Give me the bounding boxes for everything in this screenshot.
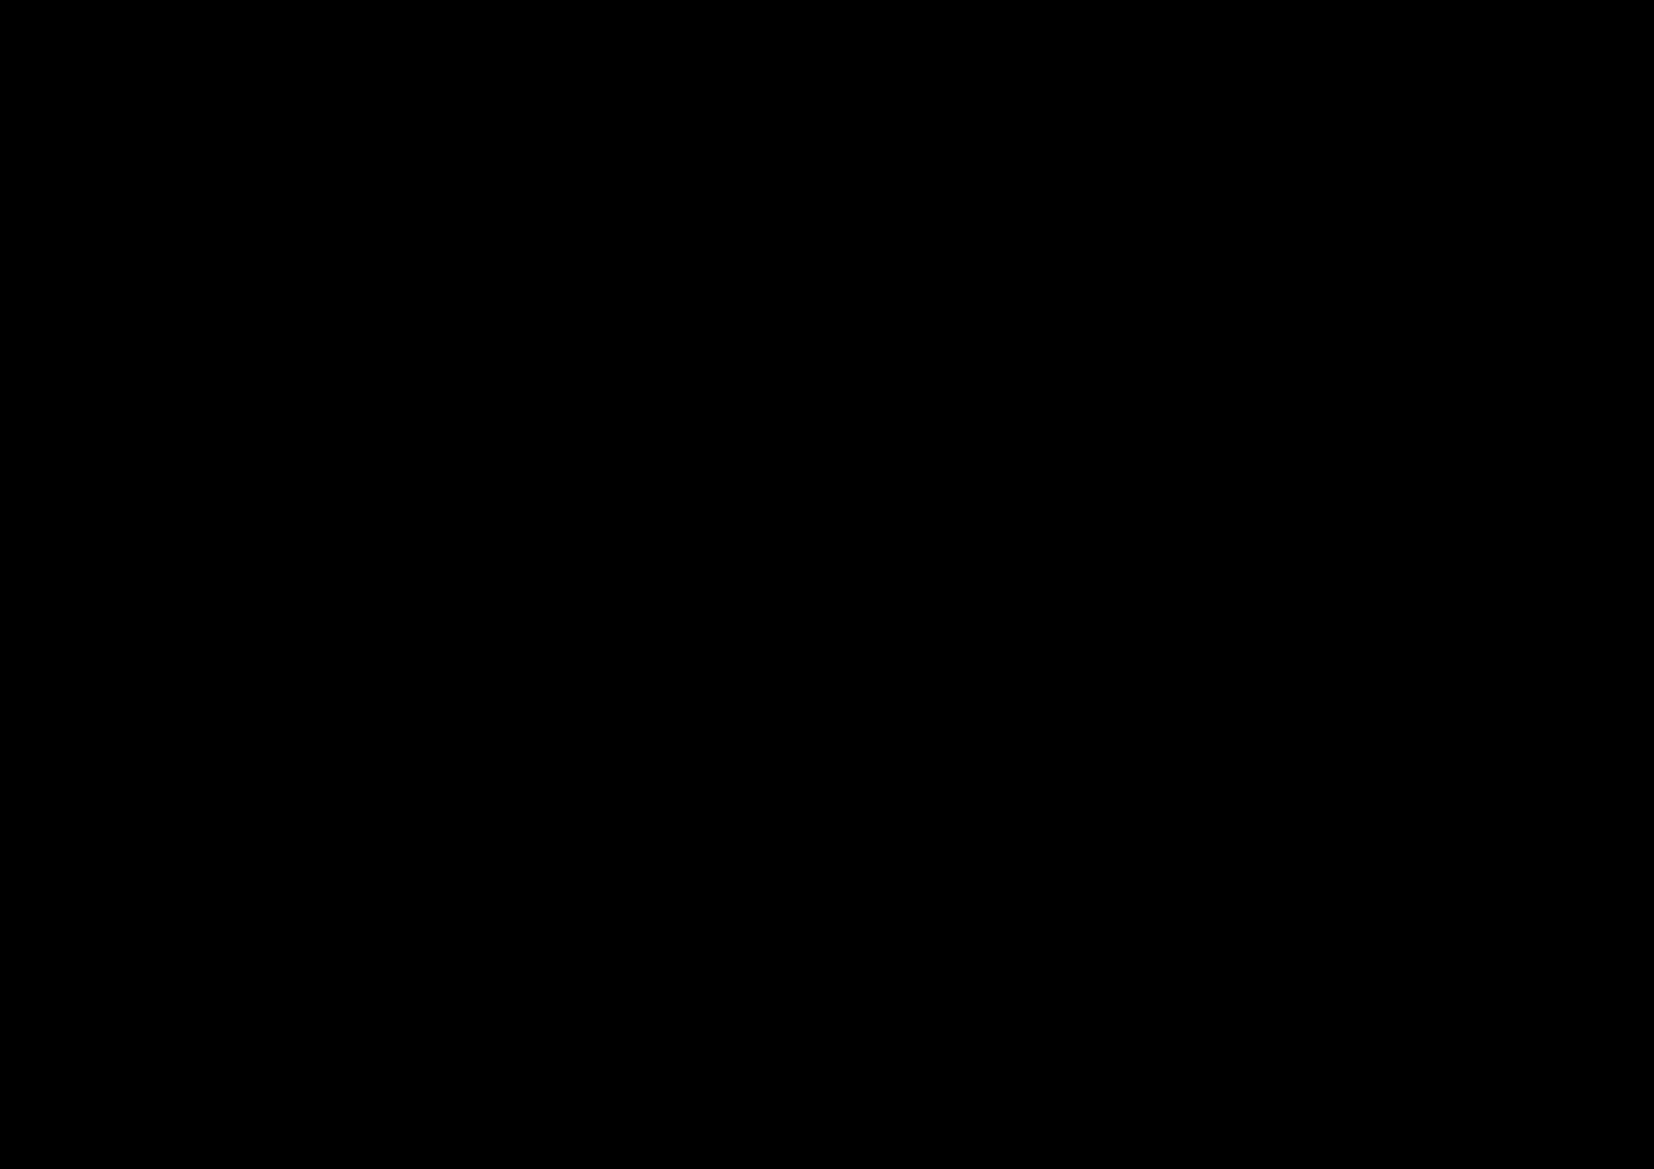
footer-text [33, 1097, 39, 1114]
copley-hexagon-icon [1546, 1074, 1612, 1136]
copley-logo [1546, 1074, 1624, 1136]
footer [33, 1059, 1624, 1151]
